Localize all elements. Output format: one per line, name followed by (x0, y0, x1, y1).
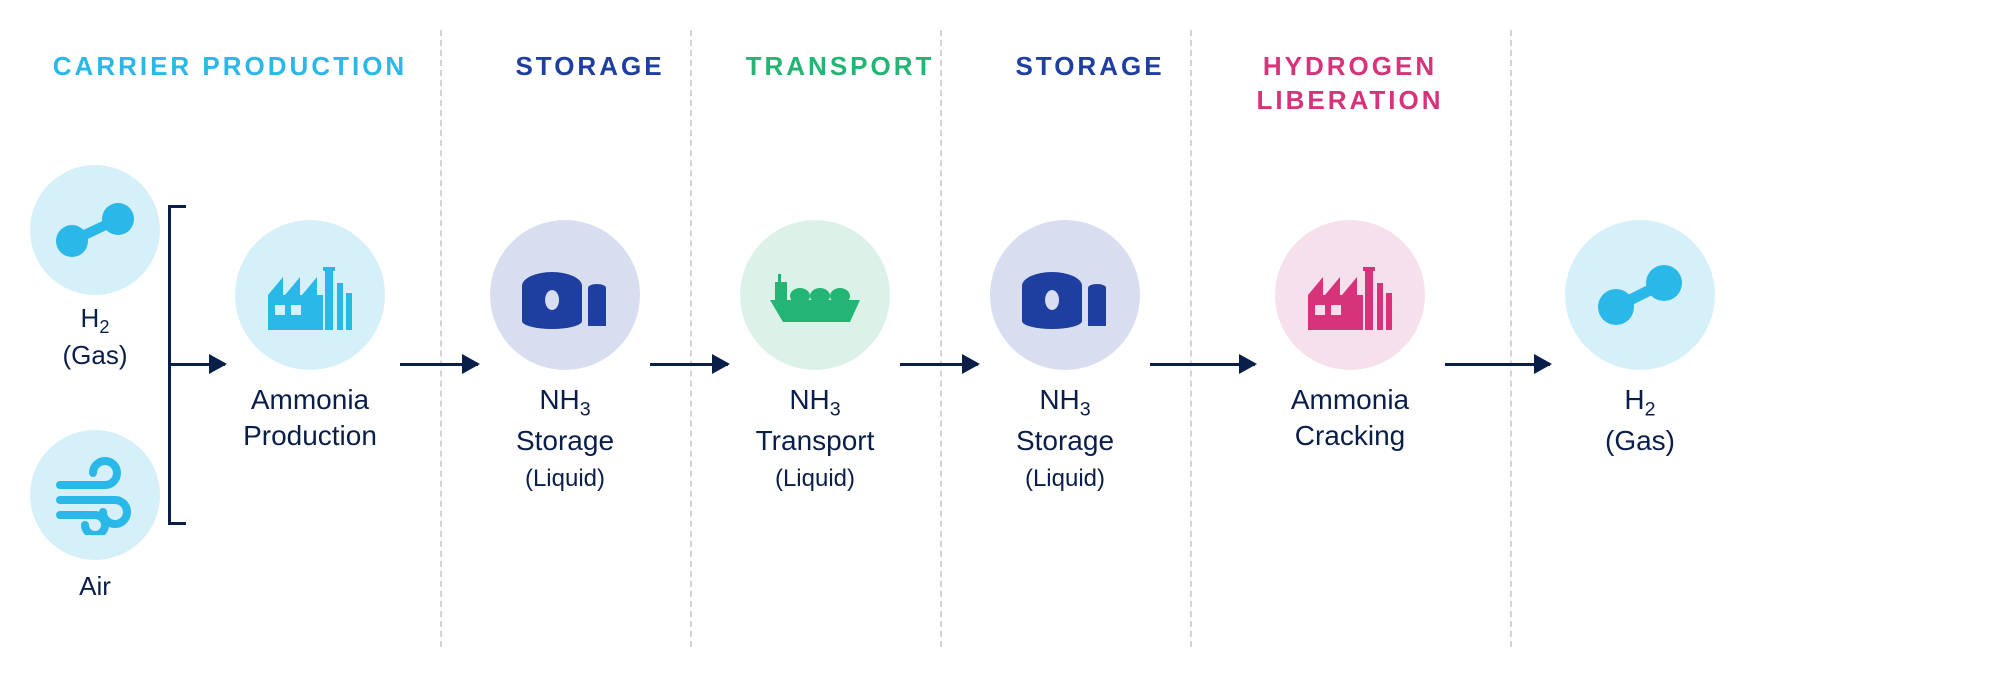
node-nh3-transport (740, 220, 890, 370)
divider-2 (690, 30, 692, 647)
arrow-bracket-to-production (170, 363, 225, 366)
header-carrier-production: CARRIER PRODUCTION (40, 50, 420, 84)
header-transport: TRANSPORT (740, 50, 940, 84)
factory-icon (1303, 255, 1398, 335)
divider-5 (1510, 30, 1512, 647)
arrow-storage2-to-cracking (1150, 363, 1255, 366)
input-air-label: Air (30, 570, 160, 603)
node-nh3-storage-1-label: NH3Storage(Liquid) (480, 382, 650, 496)
node-nh3-storage-2 (990, 220, 1140, 370)
node-h2-output (1565, 220, 1715, 370)
tank-icon (1020, 258, 1110, 333)
arrow-transport-to-storage2 (900, 363, 978, 366)
factory-icon (263, 255, 358, 335)
arrow-storage1-to-transport (650, 363, 728, 366)
molecule-icon (1590, 260, 1690, 330)
node-ammonia-cracking (1275, 220, 1425, 370)
molecule-icon (50, 200, 140, 260)
node-nh3-transport-label: NH3Transport(Liquid) (725, 382, 905, 496)
divider-4 (1190, 30, 1192, 647)
input-h2-label: H2(Gas) (30, 302, 160, 371)
node-ammonia-cracking-label: AmmoniaCracking (1260, 382, 1440, 455)
node-nh3-storage-2-label: NH3Storage(Liquid) (980, 382, 1150, 496)
node-nh3-storage-1 (490, 220, 640, 370)
arrow-production-to-storage1 (400, 363, 478, 366)
input-h2-circle (30, 165, 160, 295)
node-h2-output-label: H2(Gas) (1565, 382, 1715, 459)
divider-1 (440, 30, 442, 647)
node-ammonia-production-label: AmmoniaProduction (220, 382, 400, 455)
header-hydrogen-liberation: HYDROGEN LIBERATION (1220, 50, 1480, 118)
wind-icon (50, 455, 140, 535)
header-storage-2: STORAGE (990, 50, 1190, 84)
header-storage-1: STORAGE (490, 50, 690, 84)
input-air-circle (30, 430, 160, 560)
tank-icon (520, 258, 610, 333)
arrow-cracking-to-h2 (1445, 363, 1550, 366)
divider-3 (940, 30, 942, 647)
ship-icon (765, 260, 865, 330)
node-ammonia-production (235, 220, 385, 370)
